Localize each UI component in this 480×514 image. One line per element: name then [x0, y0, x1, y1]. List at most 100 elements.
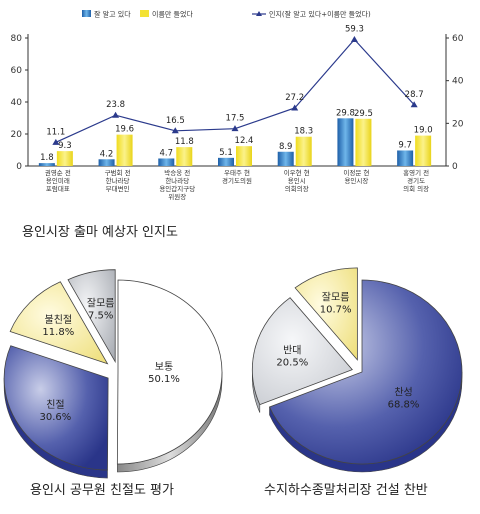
pie-slice-value: 50.1%	[148, 374, 180, 385]
category-label: 부대변인	[106, 184, 130, 193]
bar-heard-value: 19.0	[414, 126, 433, 136]
bar-known-value: 4.2	[100, 149, 114, 159]
category-label: 경기도의원	[222, 176, 252, 185]
category-label: 용인시장	[344, 176, 368, 185]
pie-slice	[3, 345, 109, 471]
bar-heard	[176, 147, 193, 166]
bar-known-value: 5.1	[219, 148, 233, 158]
category-label: 이우현 현	[284, 168, 310, 177]
bar-heard	[116, 134, 133, 166]
awareness-value: 28.7	[405, 90, 424, 100]
pie-slice-label: 보통	[155, 361, 173, 373]
pie-slice-label: 잘모름	[87, 297, 115, 309]
awareness-point	[52, 138, 60, 145]
pie-chart-sewage-title: 수지하수종말처리장 건설 찬반	[264, 483, 428, 498]
pie-slice-label: 친절	[46, 398, 64, 411]
pie-slice	[116, 279, 223, 465]
bar-known	[397, 150, 414, 166]
category-label: 용인갑지구당	[159, 184, 195, 193]
pie-slice-value: 10.7%	[320, 305, 352, 316]
awareness-value: 59.3	[345, 24, 364, 34]
category-label: 의회 의장	[403, 184, 429, 193]
pie-slice	[268, 279, 463, 465]
legend-swatch	[140, 10, 149, 17]
bar-chart-legend: 잘 알고 있다 이름만 들었다 인지(잘 알고 있다+이름만 들었다)	[82, 10, 371, 19]
category-label: 경기도	[407, 176, 425, 185]
bar-heard	[56, 151, 73, 166]
category-label: 의회의장	[285, 184, 309, 193]
bar-heard-value: 9.3	[58, 141, 72, 151]
awareness-point	[231, 125, 239, 132]
right-tick-label: 40	[452, 77, 464, 87]
pie-slice	[251, 297, 353, 406]
bar-known	[158, 158, 175, 166]
legend-triangle-marker	[256, 11, 262, 16]
left-tick-label: 40	[11, 98, 23, 108]
bar-chart: 0 20 40 60 80 0 20 40 60 잘 알고 있다 이름만 들었다 인지(잘 알고 있…	[11, 10, 464, 241]
pie-slice-value: 30.6%	[40, 412, 72, 423]
pie-slice-label: 불친절	[45, 313, 73, 326]
bar-known-value: 4.7	[160, 148, 174, 158]
pie-slice-value: 20.5%	[276, 357, 308, 368]
bar-known	[38, 163, 55, 166]
category-label: 우태주 현	[224, 169, 250, 177]
category-label: 포럼대표	[46, 185, 70, 193]
bar-heard-value: 19.6	[115, 125, 134, 135]
category-label: 홍영기 전	[403, 168, 429, 177]
awareness-point	[112, 111, 120, 118]
left-tick-label: 60	[11, 66, 23, 76]
pie-slice-label: 찬성	[394, 387, 412, 399]
bar-chart-marks: 1.8 9.3 4.2 19.6 4.711.8 5.112.4 8.918.3 29.8 29…	[38, 24, 433, 166]
awareness-value: 11.1	[46, 127, 65, 137]
right-tick-label: 60	[452, 34, 464, 44]
awareness-point	[350, 35, 358, 42]
legend-label: 잘 알고 있다	[94, 10, 131, 19]
legend-label: 인지(잘 알고 있다+이름만 들었다)	[269, 10, 371, 19]
category-label: 용인시	[288, 176, 306, 185]
bar-known	[277, 151, 294, 166]
bar-known-value: 8.9	[279, 142, 293, 152]
category-label: 위원장	[168, 192, 186, 201]
legend-swatch	[82, 10, 91, 17]
pie-slice-value: 11.8%	[42, 327, 74, 338]
right-tick-label: 20	[452, 119, 464, 129]
bar-known	[218, 157, 234, 166]
left-tick-label: 20	[11, 130, 23, 140]
awareness-value: 17.5	[226, 114, 245, 124]
bar-known-value: 1.8	[40, 153, 54, 163]
bar-heard	[355, 118, 372, 166]
bar-heard-value: 12.4	[235, 136, 254, 146]
pie-slice	[67, 269, 116, 364]
bar-heard	[236, 146, 252, 166]
category-label: 권영순 전	[45, 168, 71, 177]
pie-slice-label: 반대	[283, 344, 301, 356]
legend-label: 이름만 들었다	[152, 10, 193, 19]
category-label: 한나라당	[106, 176, 130, 185]
awareness-point	[291, 104, 299, 111]
awareness-value: 23.8	[106, 100, 125, 110]
pie-slice	[9, 281, 109, 365]
bar-heard	[415, 135, 432, 166]
category-label: 구범회 전	[105, 168, 131, 177]
right-tick-label: 0	[452, 162, 458, 172]
awareness-point	[410, 101, 418, 108]
pie-slice-label: 잘모름	[322, 292, 350, 304]
bar-known	[98, 159, 115, 166]
left-tick-label: 0	[16, 162, 22, 172]
category-label: 한나라당	[165, 176, 189, 185]
category-label: 박승웅 전	[164, 168, 190, 177]
awareness-value: 16.5	[166, 116, 185, 126]
pie-slice-value: 68.8%	[388, 400, 420, 411]
category-label: 이정문 현	[343, 168, 369, 177]
bar-known-value: 9.7	[398, 140, 412, 150]
bar-heard-value: 29.5	[354, 109, 373, 119]
bar-heard	[295, 136, 312, 166]
bar-chart-title: 용인시장 출마 예상자 인지도	[22, 225, 178, 240]
bar-known-value: 29.8	[336, 108, 355, 118]
